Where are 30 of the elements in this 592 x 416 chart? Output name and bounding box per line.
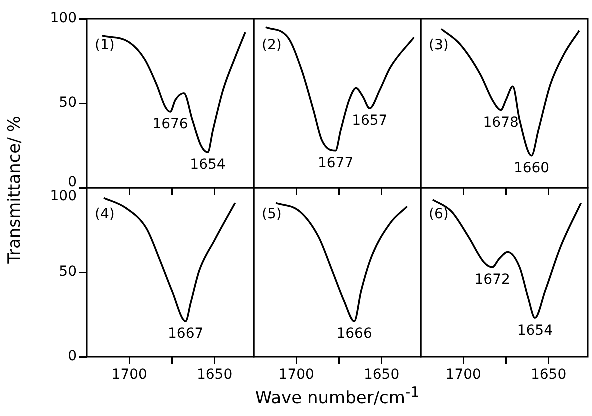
x-tick-label: 1650 (196, 367, 233, 384)
annotation: 1657 (352, 113, 388, 130)
x-tick-label: 1700 (278, 367, 314, 384)
y-tick-label: 100 (50, 10, 77, 27)
text: (2) (262, 38, 282, 54)
y-tick-label: 50 (59, 95, 77, 112)
y-tick-label: 0 (68, 174, 77, 191)
annotation: 1654 (517, 322, 554, 339)
text: (3) (429, 38, 449, 54)
annotation: 1666 (336, 326, 372, 342)
annotation: 1654 (190, 157, 226, 174)
text: (1) (95, 38, 115, 54)
x-tick-label: 1700 (446, 367, 482, 384)
text: (5) (262, 206, 282, 223)
annotation: 1660 (514, 160, 550, 177)
annotation: 1678 (483, 114, 519, 131)
annotation: 1667 (168, 326, 204, 342)
text: (4) (95, 206, 115, 223)
y-tick-label: 100 (50, 188, 77, 205)
x-axis-title: Wave number/cm$^{-1}$ (255, 385, 420, 409)
y-axis-title: Transmittance/ % (5, 116, 25, 264)
annotation: 1672 (474, 272, 510, 288)
y-tick-label: 0 (68, 348, 77, 365)
x-tick-label: 1700 (112, 367, 148, 384)
text: (6) (429, 206, 449, 223)
annotation: 1677 (318, 155, 354, 172)
x-tick-label: 1650 (530, 367, 567, 384)
annotation: 1676 (152, 116, 188, 133)
y-tick-label: 50 (59, 264, 77, 280)
x-tick-label: 1650 (364, 367, 400, 384)
